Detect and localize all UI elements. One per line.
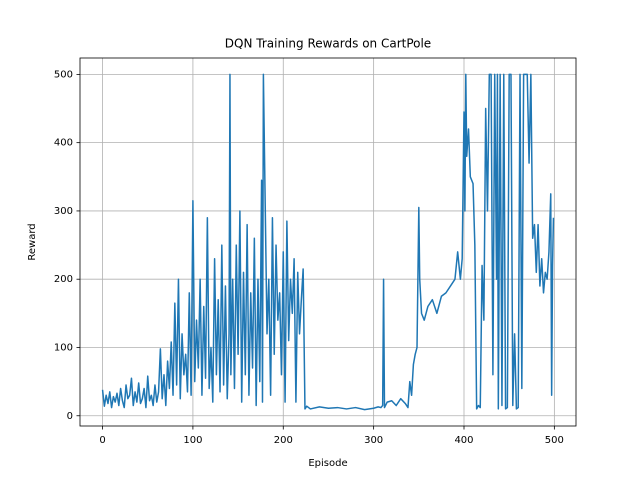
plot-frame xyxy=(79,57,577,427)
y-tick-label: 300 xyxy=(54,206,73,217)
x-tick-label: 400 xyxy=(454,435,473,446)
x-tick-label: 200 xyxy=(274,435,293,446)
y-tick-label: 200 xyxy=(54,274,73,285)
x-tick-label: 300 xyxy=(364,435,383,446)
x-tick-label: 500 xyxy=(545,435,564,446)
reward-line xyxy=(101,73,555,411)
y-tick-label: 0 xyxy=(67,411,73,422)
x-tick-label: 100 xyxy=(183,435,202,446)
x-tick-label: 0 xyxy=(99,435,105,446)
y-tick-label: 400 xyxy=(54,138,73,149)
y-axis-label: Reward xyxy=(27,223,38,260)
y-tick-label: 100 xyxy=(54,342,73,353)
x-axis-label: Episode xyxy=(308,458,347,469)
chart-title: DQN Training Rewards on CartPole xyxy=(225,37,431,51)
y-tick-label: 500 xyxy=(54,69,73,80)
